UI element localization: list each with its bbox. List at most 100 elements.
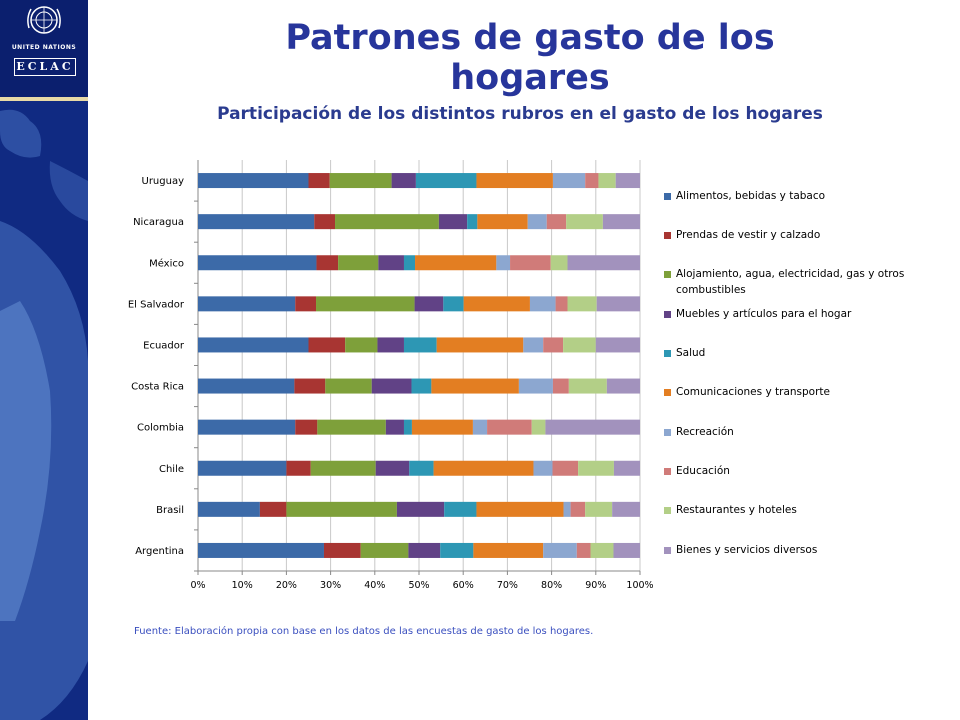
bar-segment: [568, 296, 597, 311]
bar-segment: [543, 543, 577, 558]
bar-segment: [597, 296, 640, 311]
bar-segment: [198, 173, 309, 188]
bar-segment: [464, 296, 530, 311]
legend-swatch: [664, 271, 671, 278]
bar-segment: [317, 420, 386, 435]
bar-segment: [415, 255, 496, 270]
legend-label: Alimentos, bebidas y tabaco: [676, 188, 825, 204]
bar-segment: [585, 502, 612, 517]
bar-segment: [338, 255, 378, 270]
bar-segment: [553, 379, 569, 394]
bar-segment: [198, 337, 309, 352]
bar-segment: [295, 420, 317, 435]
bar-segment: [585, 173, 598, 188]
bar-segment: [412, 420, 473, 435]
legend-swatch: [664, 232, 671, 239]
source-note: Fuente: Elaboración propia con base en l…: [134, 626, 593, 637]
bar-segment: [551, 255, 568, 270]
bar-segment: [198, 543, 324, 558]
bar-segment: [477, 214, 527, 229]
bar-segment: [377, 337, 404, 352]
bar-segment: [309, 173, 330, 188]
legend-swatch: [664, 468, 671, 475]
bar-segment: [614, 461, 640, 476]
bar-segment: [444, 502, 476, 517]
y-tick-label: Brasil: [156, 505, 184, 516]
legend-label: Bienes y servicios diversos: [676, 542, 817, 558]
bar-segment: [439, 214, 467, 229]
bar-segment: [372, 379, 412, 394]
bar-segment: [530, 296, 556, 311]
legend-item: Alimentos, bebidas y tabaco: [664, 188, 825, 204]
x-tick-label: 50%: [408, 580, 429, 591]
bar-segment: [411, 379, 431, 394]
page-title: Patrones de gasto de los hogares: [200, 18, 860, 98]
bar-segment: [361, 543, 409, 558]
bar-segment: [613, 543, 640, 558]
x-tick-label: 0%: [190, 580, 205, 591]
un-eclac-logo: UNITED NATIONS ECLAC: [0, 0, 88, 96]
bar-segment: [528, 214, 547, 229]
y-tick-label: El Salvador: [128, 299, 185, 310]
bar-segment: [397, 502, 444, 517]
bar-segment: [612, 502, 640, 517]
legend-item: Restaurantes y hoteles: [664, 502, 797, 518]
bar-segment: [510, 255, 551, 270]
stacked-bar-chart: 0% 10% 20% 30% 40% 50% 60% 70% 80% 90% 100% Argenti…: [110, 155, 655, 605]
legend-label: Salud: [676, 345, 705, 361]
bar-segment: [386, 420, 404, 435]
bar-segment: [545, 420, 640, 435]
x-tick-label: 60%: [453, 580, 474, 591]
legend-label: Alojamiento, agua, electricidad, gas y o…: [676, 266, 924, 298]
x-tick-label: 30%: [320, 580, 341, 591]
legend-item: Salud: [664, 345, 705, 361]
bar-segment: [416, 173, 477, 188]
y-tick-label: Costa Rica: [131, 382, 184, 393]
bar-segment: [295, 296, 316, 311]
bar-segment: [437, 337, 524, 352]
legend-swatch: [664, 507, 671, 514]
legend-item: Educación: [664, 463, 730, 479]
bar-segment: [556, 296, 568, 311]
bar-segment: [316, 255, 338, 270]
bar-segment: [198, 461, 286, 476]
legend-swatch: [664, 547, 671, 554]
bar-segment: [309, 337, 346, 352]
x-tick-label: 90%: [585, 580, 606, 591]
bar-segment: [314, 214, 335, 229]
bar-segment: [198, 214, 314, 229]
x-tick-label: 10%: [232, 580, 253, 591]
bar-segment: [440, 543, 473, 558]
bar-segment: [286, 461, 310, 476]
legend-label: Comunicaciones y transporte: [676, 384, 830, 400]
x-tick-label: 100%: [626, 580, 653, 591]
x-tick-label: 70%: [497, 580, 518, 591]
sidebar-banner: UNITED NATIONS ECLAC: [0, 0, 88, 720]
bar-segment: [198, 379, 294, 394]
un-label: UNITED NATIONS: [0, 44, 88, 51]
bar-segment: [198, 502, 260, 517]
americas-map-image: [0, 101, 88, 720]
bar-segment: [324, 543, 361, 558]
bar-segment: [260, 502, 287, 517]
bar-segment: [596, 337, 640, 352]
bar-segment: [476, 173, 552, 188]
legend-swatch: [664, 429, 671, 436]
bar-segment: [476, 502, 563, 517]
legend-swatch: [664, 193, 671, 200]
chart-title: Participación de los distintos rubros en…: [180, 104, 860, 124]
legend-label: Restaurantes y hoteles: [676, 502, 797, 518]
legend-label: Recreación: [676, 424, 734, 440]
bar-segment: [564, 502, 571, 517]
bar-segment: [473, 543, 543, 558]
legend-label: Prendas de vestir y calzado: [676, 227, 820, 243]
bar-segment: [467, 214, 477, 229]
bar-segment: [294, 379, 325, 394]
bar-segment: [404, 337, 437, 352]
legend-item: Comunicaciones y transporte: [664, 384, 830, 400]
legend-item: Muebles y artículos para el hogar: [664, 306, 851, 322]
bar-segment: [569, 379, 607, 394]
y-tick-label: Argentina: [135, 546, 184, 557]
un-emblem-icon: [0, 0, 88, 44]
y-tick-label: México: [149, 257, 184, 269]
